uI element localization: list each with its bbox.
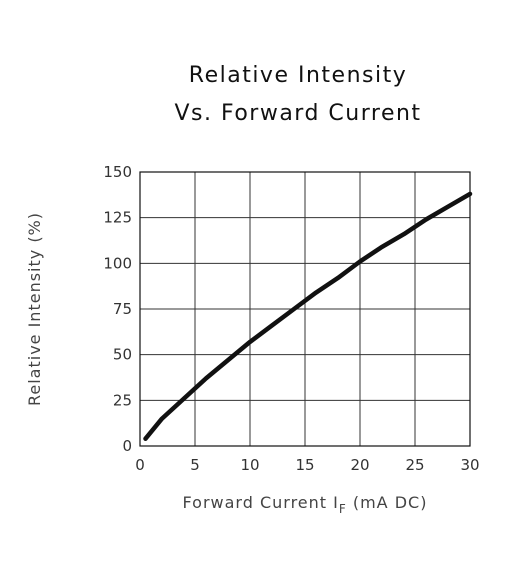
series-group <box>143 191 473 441</box>
y-tick-label: 150 <box>103 163 132 181</box>
x-tick-label: 20 <box>350 456 369 474</box>
plot-frame <box>139 171 471 447</box>
x-tick-label: 15 <box>295 456 314 474</box>
x-tick-label: 5 <box>190 456 200 474</box>
x-tick-label: 30 <box>460 456 479 474</box>
grid <box>139 171 471 447</box>
y-tick-label: 100 <box>103 254 132 272</box>
y-tick-labels: 0 25 50 75 100 125 150 <box>103 163 132 455</box>
x-axis-label-suffix: (mA DC) <box>347 493 428 512</box>
y-tick-label: 0 <box>122 437 132 455</box>
y-axis-label: Relative Intensity (%) <box>25 212 44 406</box>
y-tick-label: 75 <box>113 300 132 318</box>
x-tick-labels: 0 5 10 15 20 25 30 <box>135 456 479 474</box>
y-tick-label: 25 <box>113 391 132 409</box>
y-tick-label: 125 <box>103 209 132 227</box>
y-tick-label: 50 <box>113 346 132 364</box>
x-axis-label-prefix: Forward Current I <box>183 493 339 512</box>
series-line-0 <box>143 191 473 441</box>
chart-title-line-2: Vs. Forward Current <box>174 101 421 126</box>
chart-title-line-1: Relative Intensity <box>189 63 407 88</box>
x-tick-label: 10 <box>240 456 259 474</box>
x-tick-label: 25 <box>405 456 424 474</box>
x-tick-label: 0 <box>135 456 145 474</box>
x-axis-label-subscript: F <box>339 502 347 516</box>
x-axis-label: Forward Current IF (mA DC) <box>183 493 428 516</box>
